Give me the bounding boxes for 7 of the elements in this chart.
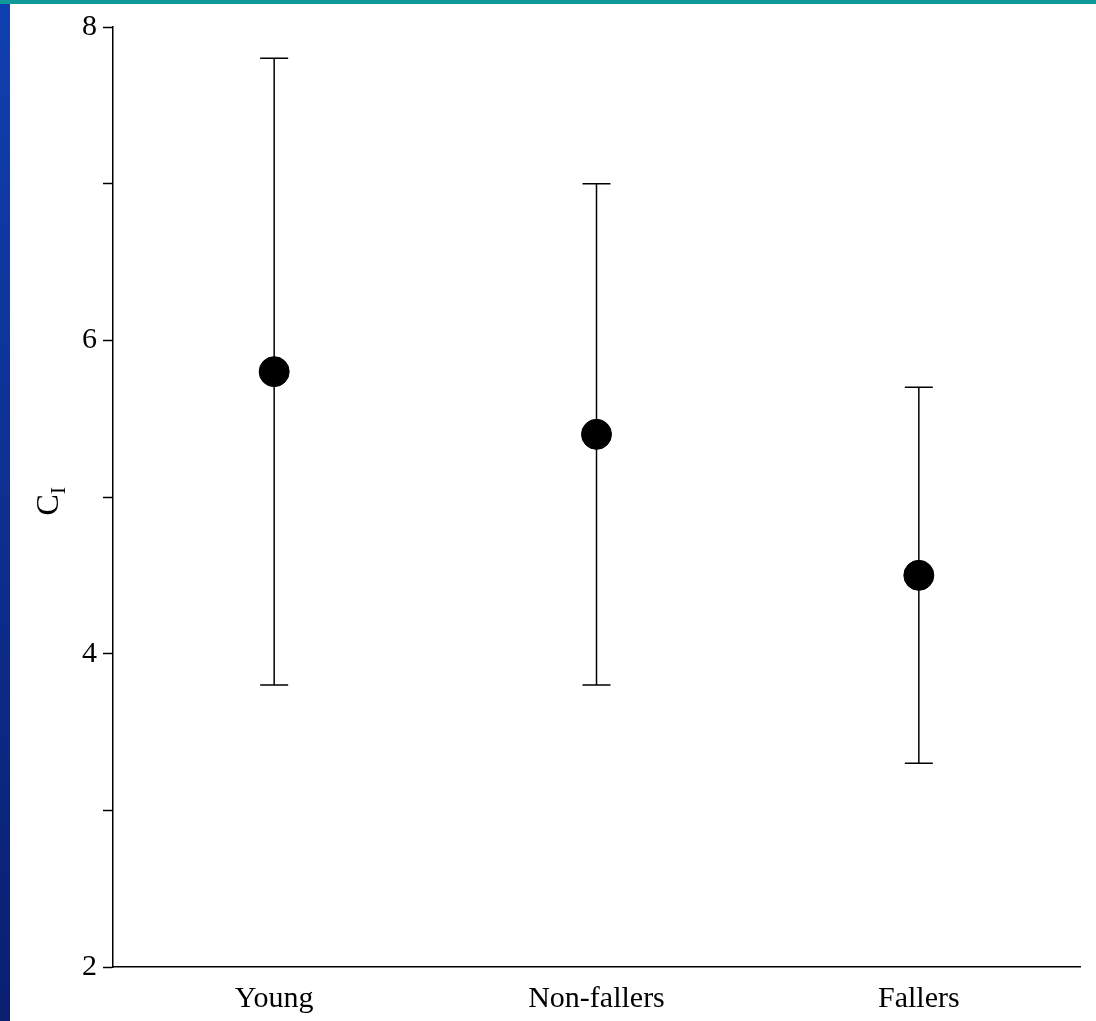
x-tick-label: Non-fallers bbox=[528, 979, 665, 1013]
y-tick-label: 8 bbox=[82, 7, 97, 41]
x-tick-label: Fallers bbox=[878, 979, 960, 1013]
y-tick-label: 4 bbox=[82, 634, 97, 668]
y-tick-label: 6 bbox=[82, 321, 97, 355]
y-tick-label: 2 bbox=[82, 947, 97, 981]
x-tick-label: Young bbox=[234, 979, 314, 1013]
